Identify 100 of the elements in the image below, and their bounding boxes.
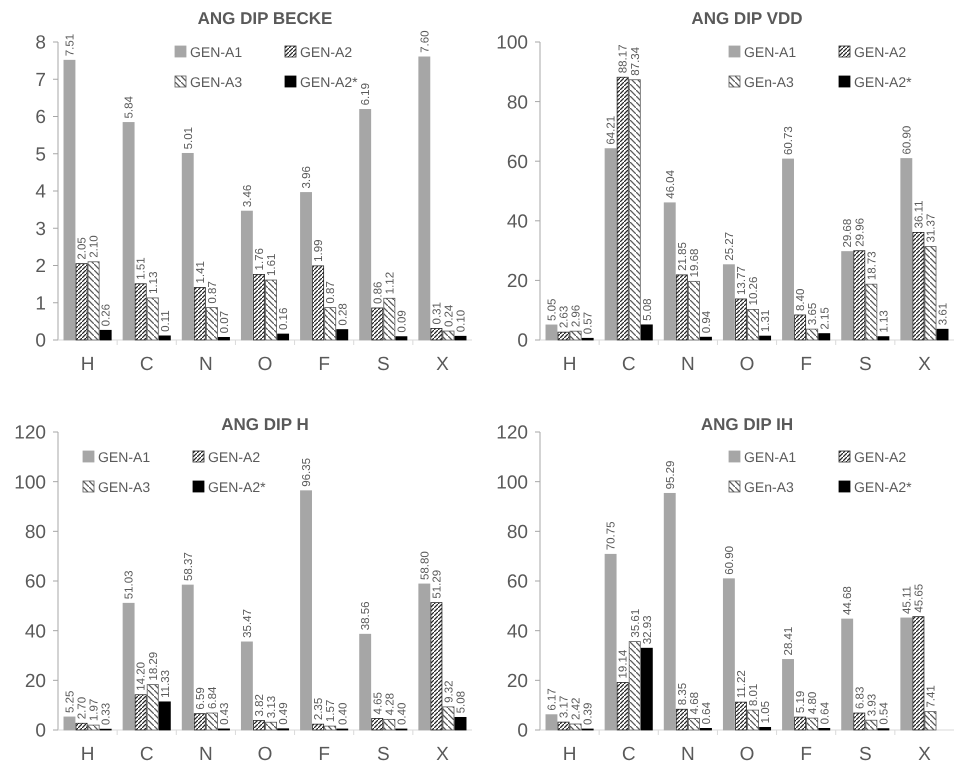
bar: [240, 210, 253, 340]
data-label: 7.60: [419, 30, 432, 53]
y-tick-label: 80: [24, 522, 46, 543]
bar: [430, 328, 442, 340]
data-label: 28.41: [783, 626, 796, 656]
data-label: 1.12: [384, 272, 396, 294]
data-label: 8.01: [748, 684, 760, 706]
x-tick-label: F: [318, 354, 330, 375]
legend-label: GEN-A2: [854, 44, 906, 60]
bar: [454, 336, 466, 340]
y-tick-label: 60: [24, 572, 46, 593]
bar: [924, 711, 936, 730]
bar: [253, 274, 265, 340]
data-label: 2.96: [570, 304, 583, 328]
data-label: 21.85: [676, 242, 689, 271]
bar: [676, 274, 688, 340]
data-label: 3.17: [558, 696, 571, 718]
x-tick-label: O: [258, 354, 272, 375]
y-tick-label: 120: [496, 422, 528, 444]
bar: [265, 280, 277, 340]
data-label: 5.08: [456, 690, 468, 714]
bar: [782, 158, 794, 340]
data-label: 0.28: [337, 303, 350, 326]
bar: [616, 682, 629, 730]
y-tick-label: 40: [506, 211, 528, 232]
legend-label: GEn-A3: [744, 478, 794, 495]
data-label: 18.73: [866, 251, 878, 280]
y-tick-label: 0: [517, 720, 528, 742]
bar: [818, 333, 830, 340]
bar: [924, 246, 936, 340]
y-tick-label: 20: [506, 670, 528, 692]
data-label: 0.07: [218, 311, 231, 334]
data-label: 9.32: [443, 680, 456, 703]
data-label: 5.84: [124, 95, 136, 118]
data-label: 0.43: [218, 702, 231, 725]
x-tick-label: S: [858, 354, 872, 375]
bar: [100, 330, 112, 340]
x-tick-label: C: [622, 744, 636, 765]
y-tick-label: 0: [517, 330, 528, 352]
data-label: 51.29: [431, 570, 444, 599]
data-label: 5.01: [182, 126, 195, 150]
data-label: 3.82: [254, 694, 266, 717]
data-label: 19.14: [618, 649, 630, 678]
bar: [277, 334, 290, 340]
x-tick-label: S: [376, 744, 390, 765]
bar: [759, 336, 772, 340]
legend-label: GEN-A1: [190, 44, 242, 60]
data-label: 1.05: [760, 701, 772, 724]
x-tick-label: F: [800, 354, 812, 375]
data-label: 6.17: [546, 688, 558, 711]
bar: [900, 618, 912, 730]
bar: [324, 726, 336, 730]
data-label: 8.35: [676, 682, 689, 706]
bar: [558, 332, 570, 340]
bar: [88, 724, 100, 730]
legend-label: GEN-A2*: [208, 478, 266, 495]
data-label: 4.80: [807, 692, 820, 714]
bar: [88, 261, 100, 340]
y-tick-label: 5: [35, 144, 46, 166]
data-label: 0.33: [100, 702, 113, 726]
x-tick-label: X: [918, 354, 932, 375]
y-tick-label: 3: [35, 218, 46, 240]
data-label: 3.96: [301, 166, 314, 188]
bar: [722, 578, 735, 730]
x-tick-label: F: [800, 744, 812, 765]
data-label: 3.46: [242, 184, 254, 208]
data-label: 0.49: [278, 702, 290, 725]
bar: [664, 492, 676, 730]
y-tick-label: 80: [506, 522, 528, 543]
legend-label: GEN-A2*: [854, 478, 912, 495]
bar: [312, 724, 324, 730]
data-label: 19.68: [688, 248, 701, 278]
bar: [664, 202, 676, 340]
x-tick-label: C: [140, 354, 154, 375]
data-label: 3.13: [266, 696, 278, 718]
data-label: 1.76: [254, 248, 266, 270]
y-tick-label: 100: [496, 32, 528, 54]
y-tick-label: 60: [506, 152, 528, 173]
bar: [134, 283, 147, 340]
bar: [900, 158, 912, 340]
data-label: 36.11: [913, 200, 926, 228]
data-label: 0.54: [878, 702, 890, 725]
x-tick-label: H: [562, 354, 576, 375]
bar: [700, 336, 712, 340]
data-label: 58.37: [182, 552, 195, 582]
x-tick-label: H: [80, 354, 94, 375]
legend-label: GEN-A2: [300, 44, 352, 60]
data-label: 4.28: [384, 692, 396, 716]
bar: [735, 298, 747, 340]
data-label: 95.29: [664, 460, 677, 490]
x-tick-label: H: [562, 744, 576, 765]
bar: [194, 713, 206, 730]
bar: [371, 308, 384, 340]
x-tick-label: N: [198, 744, 213, 765]
x-tick-label: N: [680, 744, 695, 765]
legend-label: GEN-A1: [744, 44, 796, 60]
data-label: 46.04: [664, 169, 677, 199]
bar: [430, 602, 442, 730]
data-label: 1.13: [148, 272, 160, 294]
data-label: 0.26: [100, 304, 113, 326]
